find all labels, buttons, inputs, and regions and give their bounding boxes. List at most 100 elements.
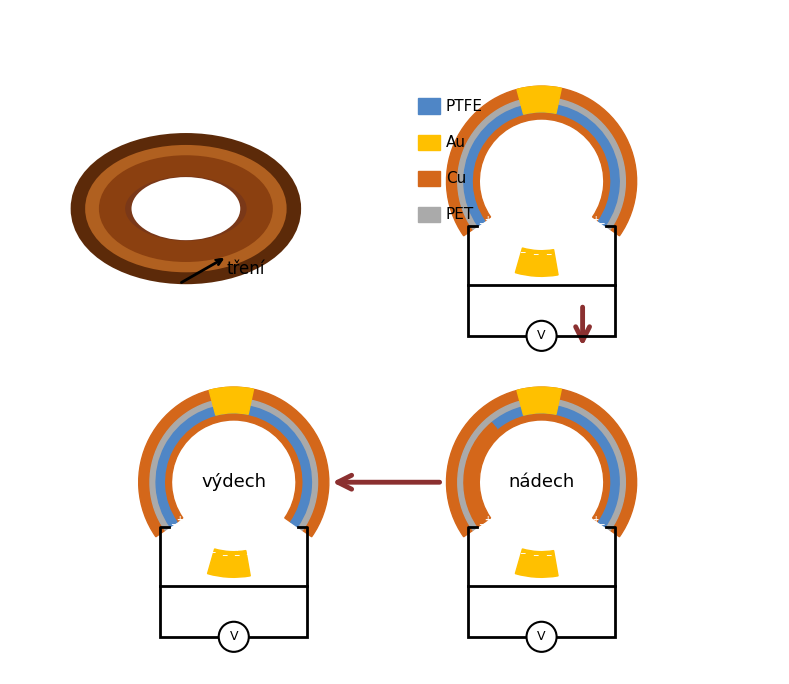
Wedge shape [447, 86, 637, 236]
Text: PTFE: PTFE [446, 98, 483, 114]
Text: +: + [585, 223, 591, 233]
Text: +: + [593, 516, 599, 525]
Text: +: + [510, 237, 517, 246]
Text: +: + [222, 543, 229, 552]
Text: +: + [273, 528, 279, 537]
Text: −: − [570, 544, 576, 553]
Text: +: + [211, 541, 218, 550]
Text: −: − [581, 237, 587, 246]
Wedge shape [492, 405, 619, 527]
Text: +: + [567, 538, 573, 547]
Text: −: − [532, 551, 538, 560]
Text: +: + [177, 516, 183, 525]
Text: −: − [557, 549, 564, 557]
Text: −: − [234, 551, 240, 560]
Text: −: − [590, 228, 596, 238]
Text: +: + [544, 543, 551, 552]
Circle shape [526, 622, 556, 652]
Text: +: + [264, 534, 271, 543]
Text: V: V [537, 630, 546, 644]
Text: +: + [567, 237, 573, 246]
Text: +: + [593, 215, 599, 224]
Bar [418, 207, 440, 222]
Text: −: − [209, 548, 215, 557]
Text: +: + [281, 520, 287, 529]
Text: +: + [201, 537, 208, 546]
Wedge shape [447, 387, 637, 537]
Wedge shape [139, 387, 329, 537]
Text: výdech: výdech [201, 473, 266, 491]
Wedge shape [515, 549, 558, 577]
Text: −: − [279, 534, 285, 542]
Bar [468, 586, 615, 637]
Wedge shape [515, 248, 558, 276]
Text: −: − [519, 248, 525, 256]
Text: −: − [245, 550, 252, 559]
Wedge shape [464, 103, 619, 226]
Text: +: + [192, 531, 198, 540]
Text: Cu: Cu [446, 171, 466, 186]
Text: −: − [590, 529, 596, 539]
Text: −: − [198, 544, 204, 553]
Text: +: + [184, 524, 190, 533]
Wedge shape [209, 387, 253, 415]
Text: +: + [501, 231, 507, 239]
Text: +: + [244, 542, 250, 551]
Text: Au: Au [446, 135, 466, 150]
Bar [418, 171, 440, 186]
Wedge shape [472, 413, 611, 522]
Wedge shape [150, 398, 317, 530]
Text: −: − [287, 525, 294, 534]
Text: +: + [492, 223, 498, 233]
Circle shape [219, 622, 249, 652]
Text: −: − [496, 538, 503, 547]
Bar [418, 98, 440, 114]
Wedge shape [458, 398, 626, 530]
Text: +: + [555, 541, 562, 551]
Wedge shape [517, 387, 561, 415]
Text: −: − [486, 529, 493, 539]
Text: −: − [257, 547, 264, 555]
Text: −: − [478, 520, 484, 529]
Text: −: − [544, 551, 552, 560]
Text: −: − [496, 237, 503, 246]
Text: −: − [570, 244, 576, 252]
Text: nádech: nádech [508, 473, 574, 491]
Wedge shape [164, 413, 303, 522]
Text: PET: PET [446, 207, 474, 222]
Text: −: − [507, 544, 514, 553]
Text: −: − [532, 250, 538, 259]
Text: +: + [255, 539, 261, 548]
Wedge shape [458, 98, 626, 229]
Text: +: + [555, 240, 562, 250]
Text: +: + [576, 531, 582, 540]
Text: −: − [519, 549, 525, 557]
Bar [418, 135, 440, 150]
Ellipse shape [132, 177, 241, 240]
Text: −: − [507, 244, 514, 252]
Text: +: + [510, 538, 517, 547]
Text: tření: tření [227, 260, 265, 278]
Text: +: + [522, 541, 528, 551]
Text: −: − [557, 248, 564, 256]
Text: −: − [599, 219, 605, 228]
Text: V: V [230, 630, 238, 644]
Text: +: + [234, 544, 240, 553]
Text: +: + [533, 543, 539, 552]
Text: V: V [537, 329, 546, 343]
Text: −: − [486, 228, 493, 238]
Text: +: + [544, 242, 551, 251]
Text: −: − [544, 250, 552, 259]
Text: +: + [522, 240, 528, 250]
Text: +: + [533, 242, 539, 251]
Text: −: − [178, 529, 185, 538]
Text: +: + [484, 516, 491, 525]
Wedge shape [472, 111, 611, 221]
Bar [468, 285, 615, 336]
Text: +: + [501, 531, 507, 540]
Text: −: − [170, 520, 177, 529]
Circle shape [526, 321, 556, 351]
Text: −: − [188, 537, 194, 547]
Wedge shape [156, 405, 312, 527]
Text: −: − [581, 538, 587, 547]
